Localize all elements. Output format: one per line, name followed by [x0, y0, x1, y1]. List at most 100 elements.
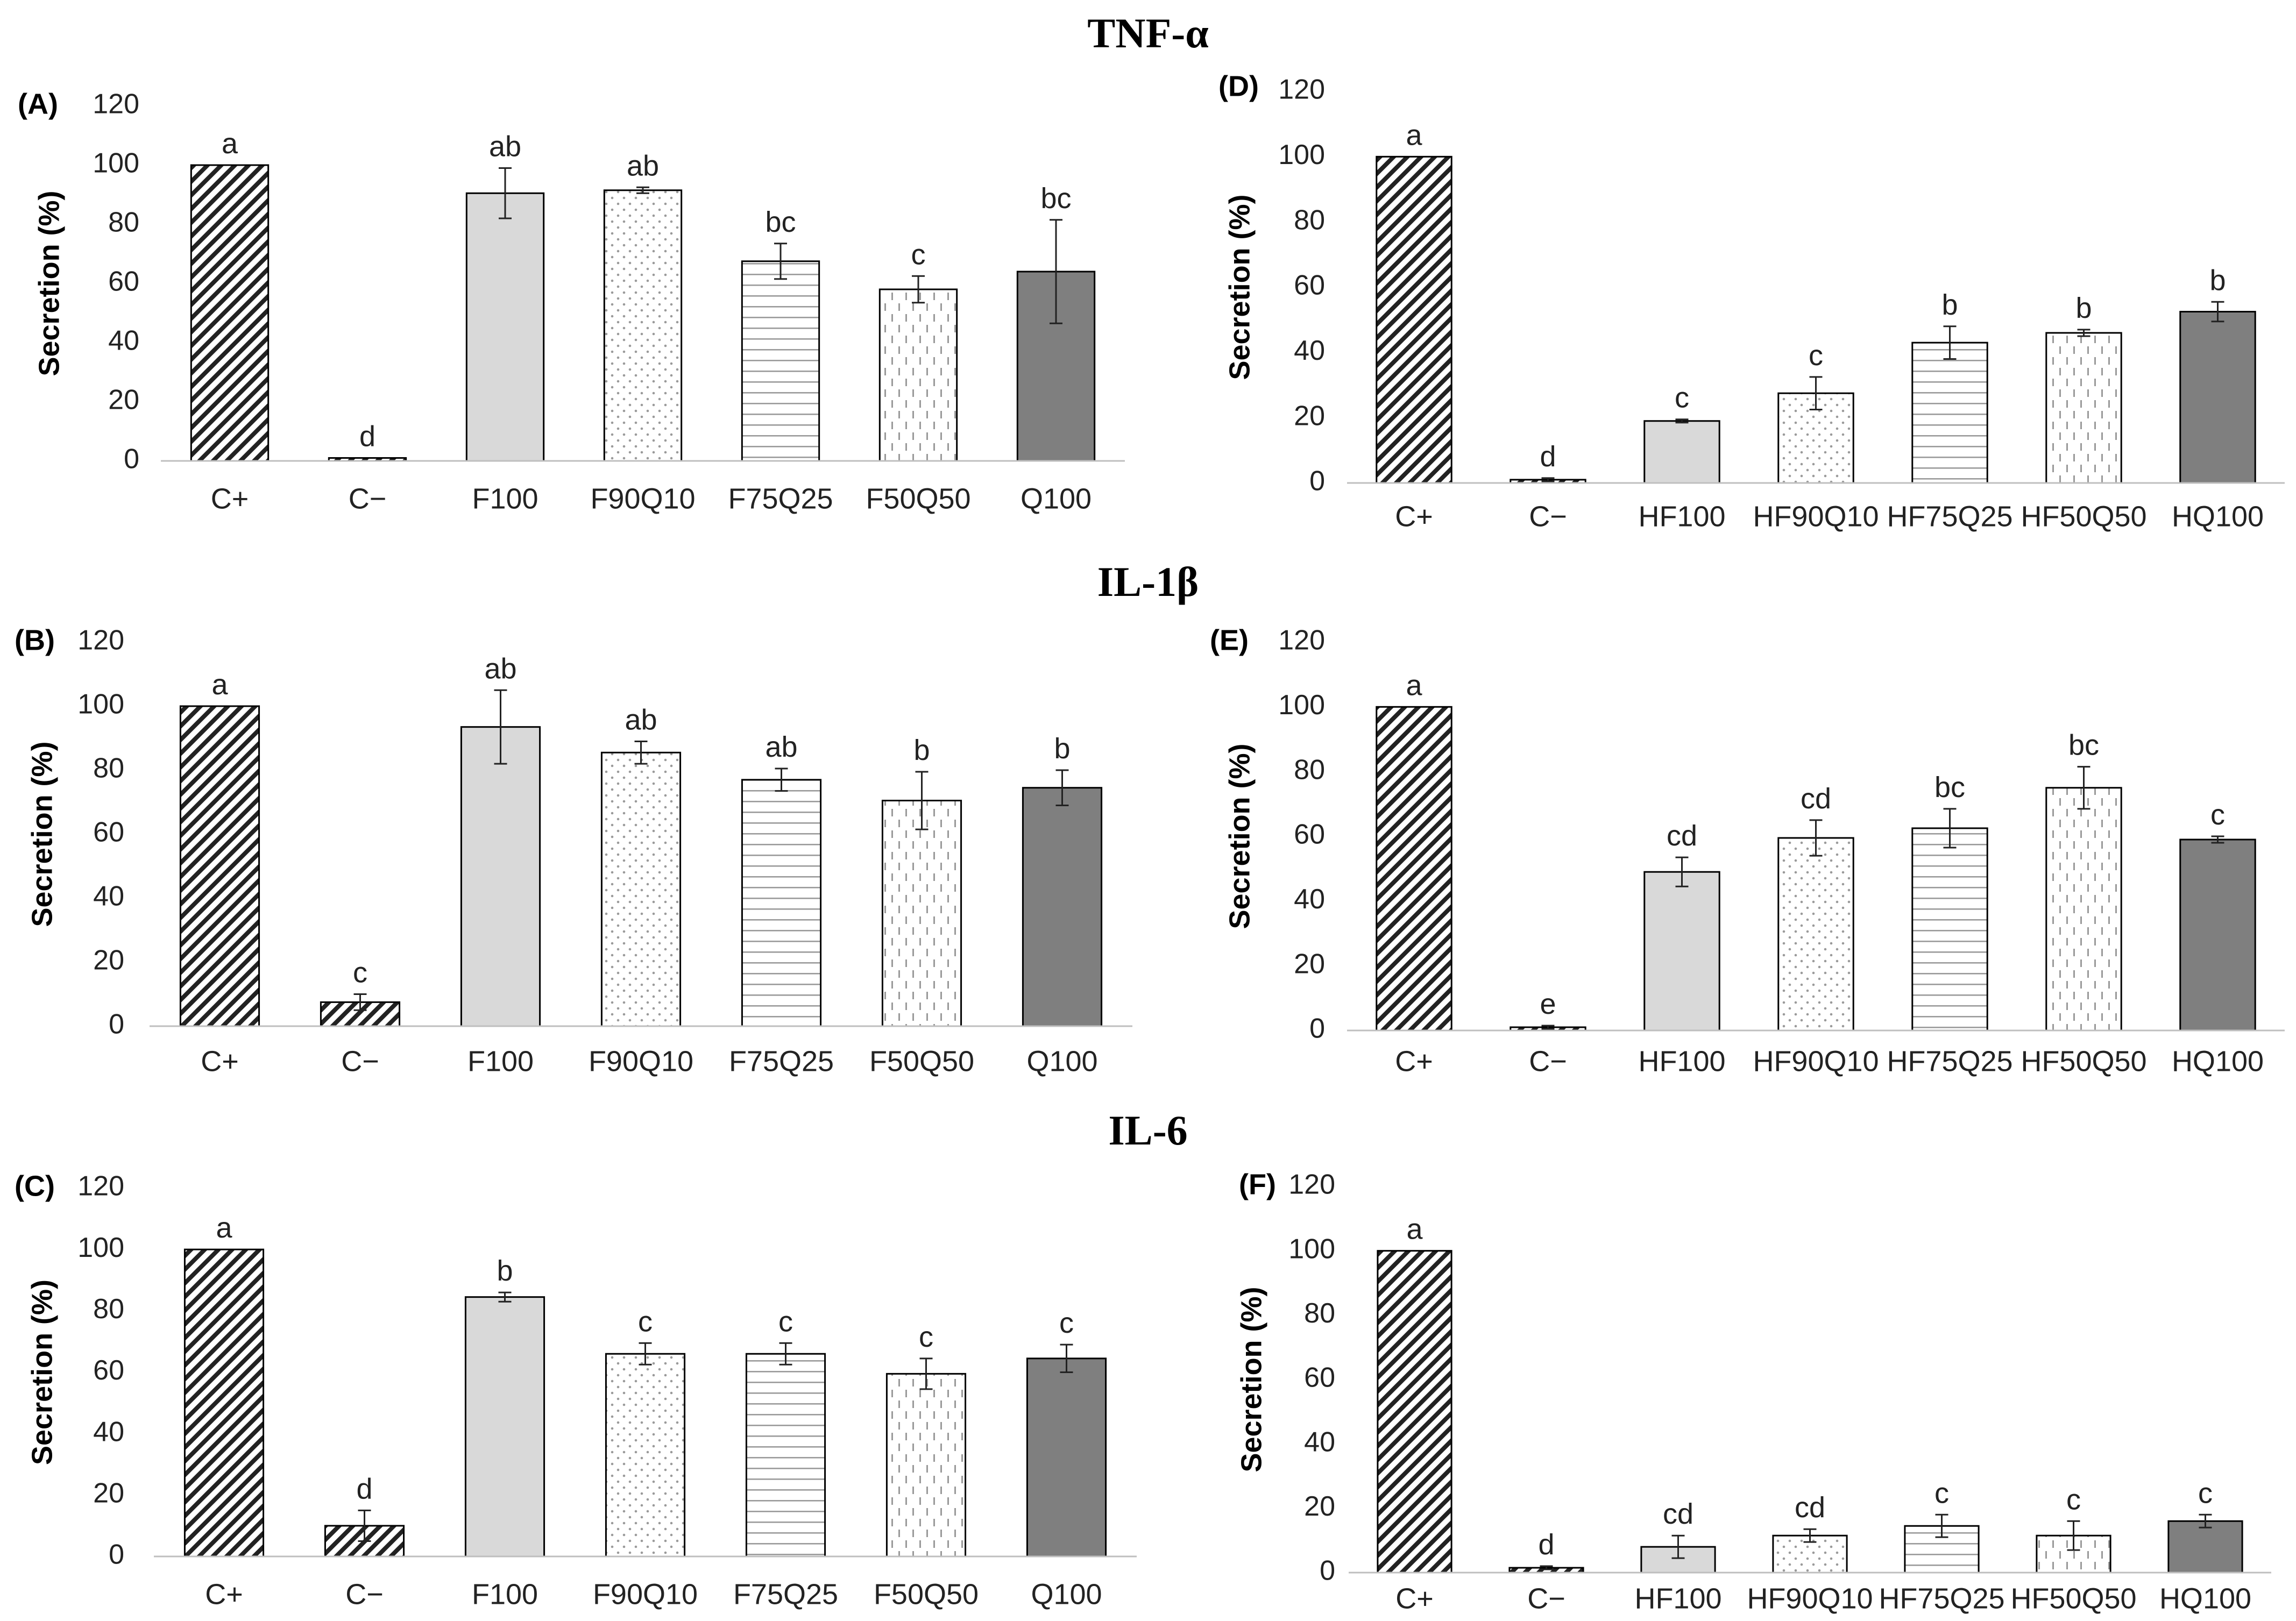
sig-letter-d-hf90q10: c: [1809, 339, 1823, 372]
error-bar-a-f90q10: [636, 186, 649, 194]
y-tick-label-d-60: 60: [1294, 270, 1325, 301]
bar-c-f100: [464, 1296, 545, 1558]
error-bar-f-hf50q50: [2067, 1520, 2080, 1551]
bar-a-c-plus: [190, 164, 270, 462]
bar-f-c-plus: [1377, 1250, 1452, 1574]
error-bar-b-f75q25: [775, 767, 788, 792]
x-tick-label-a-q100: Q100: [1021, 482, 1092, 515]
sig-letter-e-hf100: cd: [1667, 820, 1697, 852]
y-tick-label-e-100: 100: [1278, 689, 1325, 721]
error-bar-a-f50q50: [912, 275, 925, 304]
bar-c-c-plus: [183, 1248, 265, 1558]
bar-e-hf75q25: [1911, 827, 1988, 1032]
sig-letter-e-c-plus: a: [1406, 669, 1422, 701]
x-tick-label-a-c-minus: C−: [349, 482, 387, 515]
x-tick-label-f-hq100: HQ100: [2159, 1582, 2251, 1615]
y-tick-label-b-0: 0: [109, 1009, 124, 1040]
x-tick-label-b-f75q25: F75Q25: [729, 1045, 834, 1077]
bar-d-c-plus: [1376, 155, 1452, 484]
sig-letter-f-c-plus: a: [1406, 1213, 1423, 1246]
sig-letter-e-c-minus: e: [1540, 988, 1556, 1020]
x-tick-label-d-hq100: HQ100: [2172, 500, 2264, 532]
error-bar-c-f100: [498, 1291, 512, 1303]
error-bar-a-f100: [499, 167, 512, 219]
x-tick-label-a-f90q10: F90Q10: [590, 482, 695, 515]
x-tick-label-a-f75q25: F75Q25: [728, 482, 833, 515]
error-bar-c-f75q25: [779, 1342, 792, 1366]
error-bar-c-f50q50: [919, 1357, 933, 1390]
error-bar-e-c-minus: [1541, 1025, 1555, 1030]
y-tick-label-b-80: 80: [93, 753, 124, 784]
sig-letter-b-c-minus: c: [353, 957, 367, 989]
section-title-il6: IL-6: [1108, 1107, 1187, 1154]
sig-letter-b-f100: ab: [484, 652, 516, 685]
error-bar-c-c-minus: [358, 1509, 371, 1542]
panel-label-f: (F): [1239, 1168, 1276, 1200]
x-tick-label-c-c-plus: C+: [205, 1578, 243, 1610]
error-bar-a-f75q25: [774, 243, 787, 280]
y-tick-label-f-40: 40: [1304, 1426, 1335, 1458]
x-tick-label-f-c-minus: C−: [1527, 1582, 1565, 1615]
error-bar-d-hf90q10: [1809, 376, 1823, 410]
y-tick-label-a-60: 60: [108, 266, 139, 297]
x-tick-label-f-hf75q25: HF75Q25: [1879, 1582, 2004, 1615]
y-tick-label-e-80: 80: [1294, 754, 1325, 785]
y-axis-label-f: Secretion (%): [1235, 1286, 1267, 1472]
sig-letter-b-c-plus: a: [211, 669, 228, 701]
y-axis-label-e: Secretion (%): [1223, 743, 1256, 929]
y-tick-label-c-100: 100: [77, 1232, 124, 1263]
bar-a-f90q10: [603, 189, 683, 462]
chart-d: (D) Secretion (%) 0 20 40 60 80 100 120 a C+ d C− c HF…: [1218, 70, 2285, 532]
error-bar-e-hq100: [2211, 835, 2224, 844]
error-bar-a-q100: [1050, 219, 1062, 324]
panel-label-e: (E): [1210, 624, 1249, 656]
bar-d-hf100: [1643, 420, 1720, 484]
sig-letter-c-f75q25: c: [778, 1305, 793, 1338]
sig-letter-c-f90q10: c: [638, 1305, 653, 1338]
x-tick-label-d-c-plus: C+: [1395, 500, 1433, 532]
sig-letter-d-hq100: b: [2209, 264, 2226, 296]
bar-b-f50q50: [881, 800, 962, 1027]
chart-c: (C) Secretion (%) 0 20 40 60 80 100 120 a C+ d C− b F1…: [15, 1170, 1137, 1610]
y-axis-label-a: Secretion (%): [33, 190, 65, 376]
y-tick-label-a-20: 20: [108, 385, 139, 416]
chart-e: (E) Secretion (%) 0 20 40 60 80 100 120 a C+ e C− cd H…: [1210, 624, 2285, 1077]
y-tick-label-b-20: 20: [93, 945, 124, 976]
bar-b-f75q25: [741, 779, 822, 1027]
bar-e-c-plus: [1376, 706, 1452, 1032]
x-tick-label-e-hf50q50: HF50Q50: [2021, 1045, 2146, 1077]
sig-letter-e-hf90q10: cd: [1801, 783, 1831, 815]
sig-letter-f-hf50q50: c: [2066, 1483, 2081, 1516]
sig-letter-c-c-minus: d: [356, 1473, 372, 1505]
sig-letter-a-f50q50: c: [911, 238, 926, 271]
y-tick-label-b-60: 60: [93, 817, 124, 848]
x-tick-label-c-q100: Q100: [1031, 1578, 1102, 1610]
chart-b: (B) Secretion (%) 0 20 40 60 80 100 120 a C+ c C− ab F…: [15, 624, 1132, 1077]
bar-a-f100: [465, 192, 545, 462]
error-bar-f-hq100: [2199, 1513, 2212, 1528]
x-tick-label-b-c-minus: C−: [341, 1045, 379, 1077]
sig-letter-a-c-minus: d: [359, 421, 375, 453]
x-tick-label-e-hf90q10: HF90Q10: [1753, 1045, 1879, 1077]
x-tick-label-f-hf100: HF100: [1634, 1582, 1721, 1615]
x-tick-label-a-f100: F100: [472, 482, 538, 515]
y-tick-label-f-0: 0: [1320, 1555, 1335, 1587]
sig-letter-f-hf90q10: cd: [1795, 1491, 1825, 1524]
y-tick-label-c-20: 20: [93, 1478, 124, 1509]
y-tick-label-d-80: 80: [1294, 204, 1325, 236]
x-tick-label-d-hf90q10: HF90Q10: [1753, 500, 1879, 532]
x-tick-label-a-c-plus: C+: [211, 482, 249, 515]
section-title-il1b: IL-1β: [1097, 558, 1199, 605]
y-tick-label-e-60: 60: [1294, 819, 1325, 850]
bar-e-hf50q50: [2045, 787, 2122, 1032]
x-tick-label-e-hf100: HF100: [1638, 1045, 1725, 1077]
y-tick-label-f-20: 20: [1304, 1491, 1335, 1522]
sig-letter-d-c-plus: a: [1406, 119, 1422, 151]
sig-letter-c-c-plus: a: [216, 1212, 232, 1244]
error-bar-c-q100: [1060, 1343, 1073, 1373]
x-tick-label-b-q100: Q100: [1026, 1045, 1097, 1077]
x-tick-label-c-f100: F100: [472, 1578, 538, 1610]
y-tick-label-f-80: 80: [1304, 1298, 1335, 1329]
bar-c-f90q10: [605, 1353, 686, 1558]
